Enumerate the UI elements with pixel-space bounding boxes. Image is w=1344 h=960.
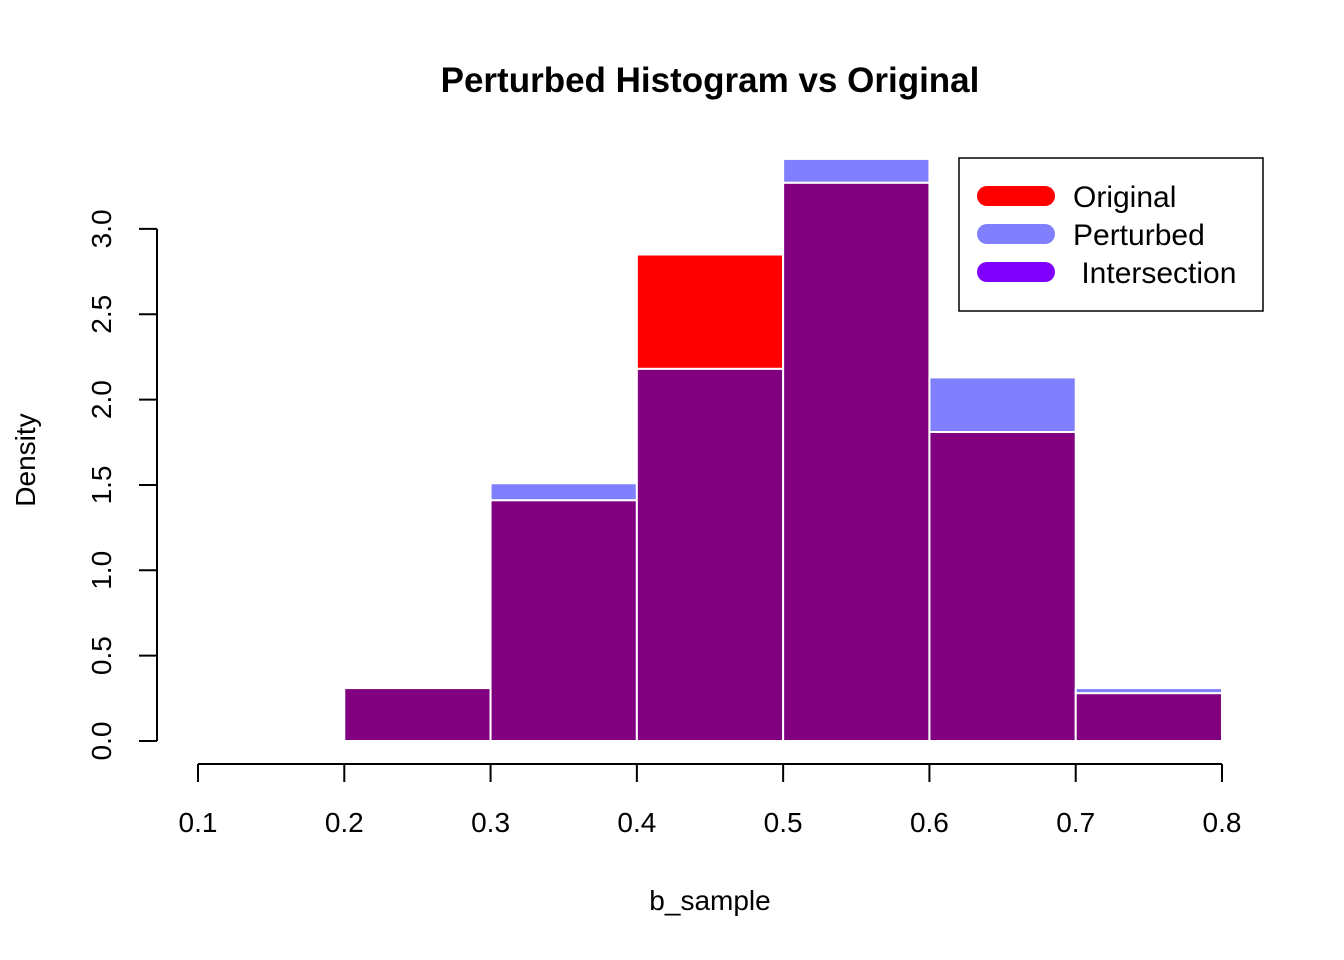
legend-label-intersection: Intersection — [1073, 257, 1236, 290]
y-axis: 0.0 0.5 1.0 1.5 2.0 2.5 3.0 — [86, 209, 158, 761]
x-axis: 0.1 0.2 0.3 0.4 0.5 0.6 0.7 0.8 — [179, 763, 1242, 838]
x-tick-label: 0.6 — [910, 807, 949, 838]
x-tick-label: 0.2 — [325, 807, 364, 838]
x-tick-label: 0.4 — [617, 807, 656, 838]
y-tick-label: 3.0 — [86, 209, 117, 248]
bar-intersection — [782, 181, 931, 743]
bar-perturbed-excess — [928, 376, 1077, 434]
legend-label-original: Original — [1073, 181, 1176, 214]
x-tick-label: 0.3 — [471, 807, 510, 838]
x-axis-label: b_sample — [649, 885, 770, 916]
chart-title: Perturbed Histogram vs Original — [441, 61, 980, 100]
y-tick-label: 1.0 — [86, 551, 117, 590]
bar-intersection — [489, 499, 638, 742]
bar-perturbed-excess — [782, 157, 931, 184]
x-tick-label: 0.8 — [1203, 807, 1242, 838]
bar-intersection — [635, 367, 785, 742]
bar-intersection — [1074, 692, 1223, 742]
bar-intersection — [928, 431, 1077, 742]
bar-intersection — [343, 687, 492, 743]
y-tick-label: 2.0 — [86, 380, 117, 419]
bar-original-excess — [635, 253, 785, 370]
x-tick-label: 0.7 — [1056, 807, 1095, 838]
bar-perturbed-excess — [489, 482, 638, 502]
y-tick-label: 1.5 — [86, 465, 117, 504]
y-tick-label: 2.5 — [86, 295, 117, 334]
legend-label-perturbed: Perturbed — [1073, 219, 1205, 252]
x-tick-label: 0.5 — [764, 807, 803, 838]
y-tick-label: 0.0 — [86, 722, 117, 761]
legend: Original Perturbed Intersection — [958, 157, 1264, 312]
y-tick-label: 0.5 — [86, 636, 117, 675]
x-tick-label: 0.1 — [179, 807, 218, 838]
histogram-bars — [343, 157, 1223, 743]
y-axis-label: Density — [10, 413, 41, 506]
